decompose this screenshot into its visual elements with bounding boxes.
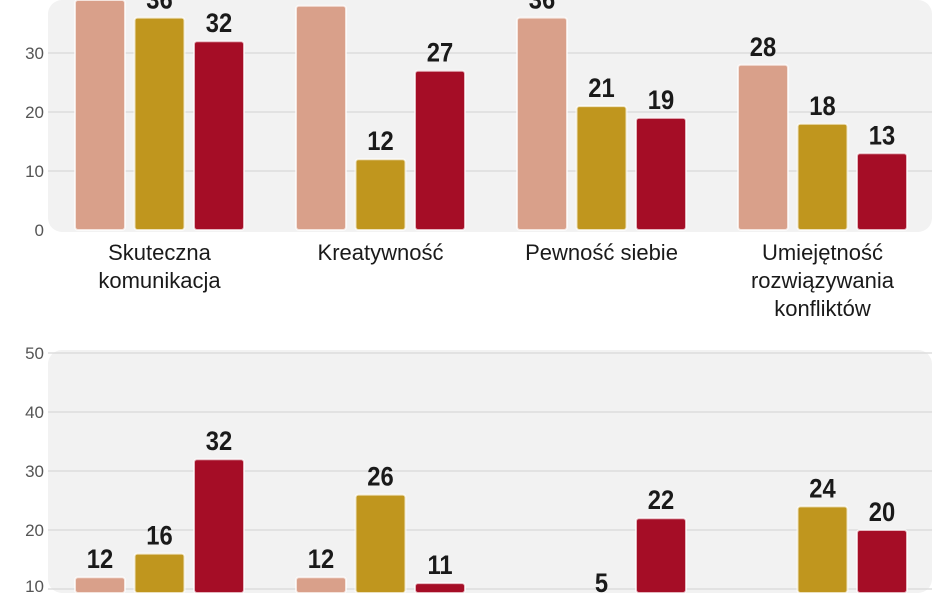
data-label: 36 [146,0,172,15]
y-tick-label: 30 [25,462,44,481]
y-tick-label: 50 [25,344,44,363]
data-label: 28 [750,32,776,62]
data-label: 24 [809,474,835,504]
bar [635,517,687,593]
bar [193,458,245,593]
category-label: Umiejętność [762,240,883,265]
bar [295,4,347,231]
bar [74,0,126,231]
data-label: 5 [595,569,608,593]
bar [133,16,186,231]
y-tick-label: 0 [35,221,44,240]
y-tick-label: 40 [25,0,44,4]
bar [796,122,849,231]
data-label: 12 [308,545,334,575]
bar [414,69,466,231]
data-label: 22 [648,486,674,516]
bar [737,63,789,231]
data-label: 13 [869,121,895,151]
y-tick-label: 30 [25,44,44,63]
data-label: 18 [809,91,835,121]
data-label: 19 [648,86,674,116]
bar [635,116,687,231]
data-label: 21 [588,74,614,104]
bar [133,552,186,593]
bar [856,152,908,231]
data-label: 16 [146,521,172,551]
data-label: 32 [206,9,232,39]
bar [575,105,628,231]
bar [193,40,245,232]
data-label: 20 [869,498,895,528]
category-label: Kreatywność [318,240,444,265]
bar [856,529,908,593]
y-tick-label: 10 [25,577,44,593]
data-label: 12 [87,545,113,575]
data-label: 11 [427,551,452,581]
bar [354,158,407,231]
data-label: 27 [427,38,453,68]
bar [354,493,407,593]
category-label: komunikacja [98,268,221,293]
data-label: 32 [206,427,232,457]
data-label: 36 [529,0,555,15]
bar [516,16,568,231]
bar [74,576,126,593]
category-label: konfliktów [774,296,871,321]
plot-background [48,0,932,232]
y-tick-label: 10 [25,162,44,181]
category-label: Skuteczna [108,240,211,265]
bar [295,576,347,593]
data-label: 26 [367,462,393,492]
data-label: 12 [367,127,393,157]
y-tick-label: 20 [25,521,44,540]
y-tick-label: 20 [25,103,44,122]
category-label: Pewność siebie [525,240,678,265]
bar [796,505,849,593]
bar [414,582,466,593]
y-tick-label: 40 [25,403,44,422]
category-label: rozwiązywania [751,268,895,293]
